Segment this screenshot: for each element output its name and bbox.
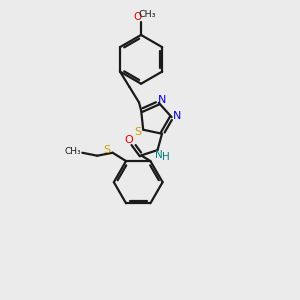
Text: O: O: [133, 12, 141, 22]
Text: O: O: [124, 135, 133, 145]
Text: CH₃: CH₃: [139, 10, 156, 19]
Text: N: N: [158, 95, 166, 105]
Text: CH₃: CH₃: [64, 147, 81, 156]
Text: S: S: [135, 127, 142, 137]
Text: S: S: [104, 145, 111, 155]
Text: N: N: [155, 150, 163, 161]
Text: N: N: [173, 112, 181, 122]
Text: H: H: [162, 152, 170, 162]
